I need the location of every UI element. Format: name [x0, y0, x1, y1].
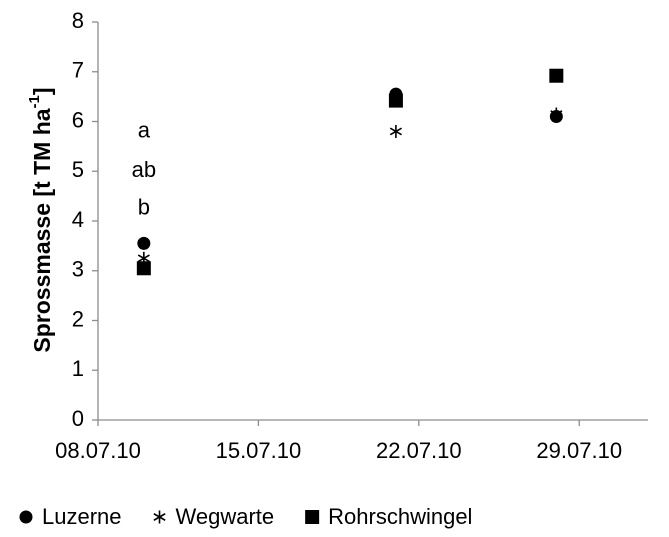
data-point-wegwarte — [550, 107, 563, 121]
data-point-luzerne — [137, 236, 151, 250]
legend-label: Rohrschwingel — [328, 504, 472, 529]
y-tick-label: 1 — [72, 356, 84, 381]
y-tick-label: 0 — [72, 406, 84, 431]
annotations: a ab b — [132, 117, 156, 219]
legend-item-luzerne: Luzerne — [19, 504, 122, 529]
legend-label: Wegwarte — [176, 504, 275, 529]
data-point-rohrschwingel — [388, 93, 403, 108]
significance-letter: b — [138, 194, 150, 219]
y-tick-label: 4 — [72, 207, 84, 232]
legend-item-rohrschwingel: Rohrschwingel — [305, 504, 472, 529]
y-axis-title-suffix: ] — [29, 87, 55, 95]
x-tick-label: 29.07.10 — [536, 438, 622, 463]
legend-marker-luzerne — [19, 510, 33, 524]
data-point-rohrschwingel — [549, 68, 564, 83]
y-tick-label: 6 — [72, 107, 84, 132]
legend-label: Luzerne — [42, 504, 122, 529]
x-tick-label: 08.07.10 — [55, 438, 141, 463]
x-tick-labels: 08.07.10 15.07.10 22.07.10 29.07.10 — [55, 438, 622, 463]
axes — [92, 21, 648, 426]
y-axis-title-main: Sprossmasse [t TM ha — [29, 108, 55, 352]
significance-letter: a — [138, 117, 151, 142]
x-tick-label: 22.07.10 — [376, 438, 462, 463]
y-tick-label: 5 — [72, 157, 84, 182]
y-tick-label: 8 — [72, 8, 84, 33]
data-point-wegwarte — [389, 124, 402, 138]
data-point-rohrschwingel — [136, 261, 151, 276]
legend-marker-rohrschwingel — [305, 510, 320, 524]
y-tick-labels: 0 1 2 3 4 5 6 7 8 — [72, 8, 84, 431]
data-points — [136, 68, 564, 276]
significance-letter: ab — [132, 157, 156, 182]
legend: Luzerne Wegwarte Rohrschwingel — [19, 504, 472, 529]
y-tick-label: 7 — [72, 58, 84, 83]
y-tick-label: 2 — [72, 306, 84, 331]
legend-item-wegwarte: Wegwarte — [153, 504, 275, 529]
y-axis-title-superscript: -1 — [26, 95, 43, 108]
y-tick-label: 3 — [72, 257, 84, 282]
legend-marker-wegwarte — [153, 510, 166, 524]
y-axis-title: Sprossmasse [t TM ha-1] — [26, 87, 55, 352]
x-tick-label: 15.07.10 — [216, 438, 302, 463]
